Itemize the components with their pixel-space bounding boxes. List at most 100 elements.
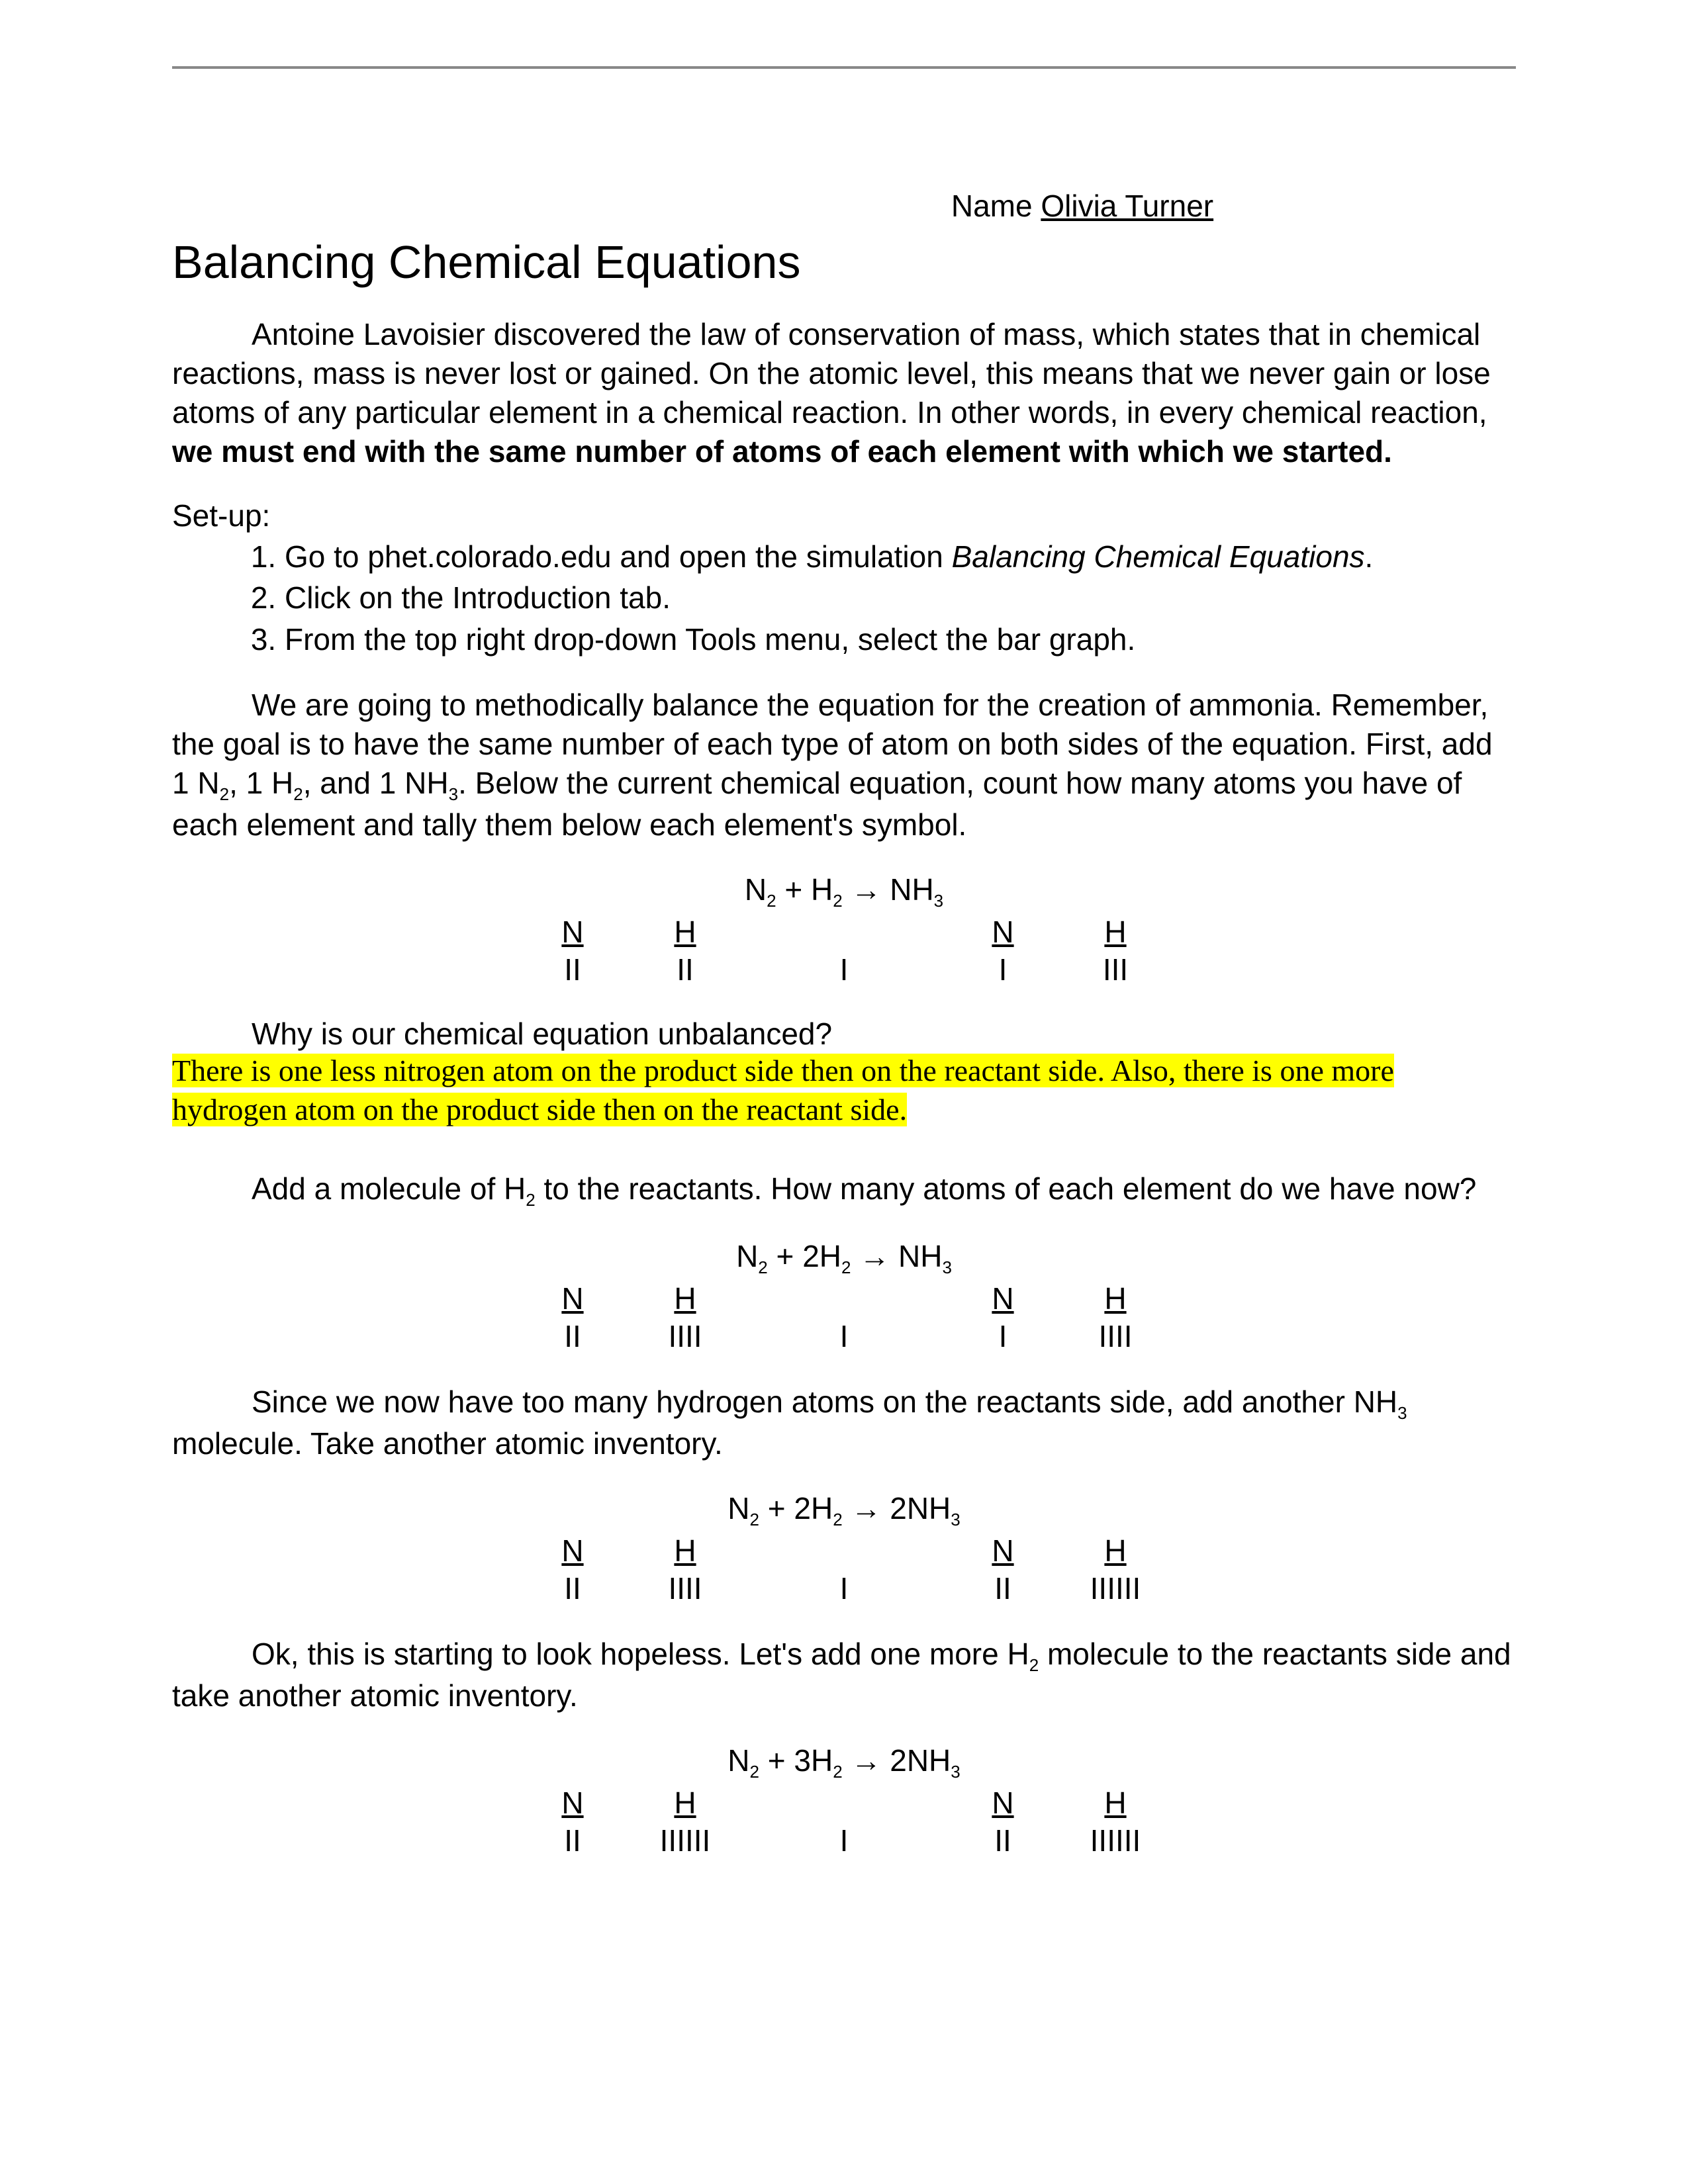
setup-label: Set-up: bbox=[172, 498, 1516, 533]
tally-block-4: N2 + 3H2 → 2NH3 N H N H II IIIIII I II I… bbox=[172, 1742, 1516, 1860]
name-line: Name Olivia Turner bbox=[649, 188, 1516, 224]
t2-hh1: H bbox=[629, 1280, 741, 1318]
p3a: Add a molecule of H bbox=[252, 1171, 526, 1206]
t2-rh: IIII bbox=[1059, 1318, 1172, 1356]
eq2-s1: 2 bbox=[758, 1257, 767, 1277]
t1-hh2: H bbox=[1059, 913, 1172, 952]
t3-hn2: N bbox=[947, 1532, 1059, 1570]
tally4-headers: N H N H bbox=[172, 1784, 1516, 1823]
p2s3: 3 bbox=[449, 784, 458, 804]
eq4-s2: 2 bbox=[833, 1762, 842, 1782]
answer-1: There is one less nitrogen atom on the p… bbox=[172, 1052, 1516, 1130]
t2-hn2: N bbox=[947, 1280, 1059, 1318]
t3-hh2: H bbox=[1059, 1532, 1172, 1570]
eq4-c: → 2NH bbox=[843, 1743, 951, 1778]
t3-mid: I bbox=[741, 1570, 947, 1608]
t4-hh2: H bbox=[1059, 1784, 1172, 1823]
eq3-a: N bbox=[727, 1491, 749, 1525]
t1-hh1: H bbox=[629, 913, 741, 952]
t1-mid: I bbox=[741, 951, 947, 989]
setup-1b: Balancing Chemical Equations bbox=[952, 539, 1365, 574]
t4-lh: IIIIII bbox=[629, 1822, 741, 1860]
para-hopeless: Ok, this is starting to look hopeless. L… bbox=[172, 1635, 1516, 1715]
setup-1c: . bbox=[1365, 539, 1374, 574]
tally-block-1: N2 + H2 → NH3 N H N H II II I I III bbox=[172, 871, 1516, 989]
t2-lh: IIII bbox=[629, 1318, 741, 1356]
eq1-n: N bbox=[745, 872, 767, 907]
t3-lh: IIII bbox=[629, 1570, 741, 1608]
intro-bold: we must end with the same number of atom… bbox=[172, 434, 1392, 469]
eq4-a: N bbox=[727, 1743, 749, 1778]
question-1: Why is our chemical equation unbalanced? bbox=[172, 1016, 1516, 1052]
eq1-s3: 3 bbox=[934, 891, 943, 911]
eq2-s2: 2 bbox=[841, 1257, 851, 1277]
answer-1-text: There is one less nitrogen atom on the p… bbox=[172, 1054, 1394, 1126]
eq1: N2 + H2 → NH3 bbox=[172, 871, 1516, 912]
t4-rn: II bbox=[947, 1822, 1059, 1860]
tally1-values: II II I I III bbox=[172, 951, 1516, 989]
eq1-s2: 2 bbox=[833, 891, 842, 911]
para-add-h2: Add a molecule of H2 to the reactants. H… bbox=[172, 1169, 1516, 1211]
t4-hh1: H bbox=[629, 1784, 741, 1823]
t1-hn1: N bbox=[516, 913, 629, 952]
tally4-values: II IIIIII I II IIIIII bbox=[172, 1822, 1516, 1860]
t2-hh2: H bbox=[1059, 1280, 1172, 1318]
t3-hh1: H bbox=[629, 1532, 741, 1570]
t4-hn1: N bbox=[516, 1784, 629, 1823]
para-add-nh3: Since we now have too many hydrogen atom… bbox=[172, 1383, 1516, 1463]
p4s: 3 bbox=[1397, 1403, 1407, 1423]
p2s1: 2 bbox=[220, 784, 229, 804]
name-value: Olivia Turner bbox=[1041, 189, 1213, 223]
tally-block-2: N2 + 2H2 → NH3 N H N H II IIII I I IIII bbox=[172, 1238, 1516, 1356]
setup-1a: Go to phet.colorado.edu and open the sim… bbox=[285, 539, 952, 574]
setup-item-1: Go to phet.colorado.edu and open the sim… bbox=[285, 537, 1516, 576]
t1-ln: II bbox=[516, 951, 629, 989]
p2s2: 2 bbox=[293, 784, 303, 804]
eq3: N2 + 2H2 → 2NH3 bbox=[172, 1490, 1516, 1531]
p4a: Since we now have too many hydrogen atom… bbox=[252, 1385, 1397, 1419]
setup-item-3: From the top right drop-down Tools menu,… bbox=[285, 620, 1516, 659]
eq2-b: + 2H bbox=[768, 1239, 841, 1273]
setup-list: Go to phet.colorado.edu and open the sim… bbox=[172, 537, 1516, 660]
t2-ln: II bbox=[516, 1318, 629, 1356]
eq2-s3: 3 bbox=[942, 1257, 951, 1277]
intro-paragraph: Antoine Lavoisier discovered the law of … bbox=[172, 315, 1516, 471]
t3-hn1: N bbox=[516, 1532, 629, 1570]
t2-rn: I bbox=[947, 1318, 1059, 1356]
t4-mid: I bbox=[741, 1822, 947, 1860]
t3-rh: IIIIII bbox=[1059, 1570, 1172, 1608]
tally2-headers: N H N H bbox=[172, 1280, 1516, 1318]
p4b: molecule. Take another atomic inventory. bbox=[172, 1426, 723, 1461]
eq3-s2: 2 bbox=[833, 1510, 842, 1529]
page-title: Balancing Chemical Equations bbox=[172, 236, 1516, 289]
eq2: N2 + 2H2 → NH3 bbox=[172, 1238, 1516, 1279]
t1-rh: III bbox=[1059, 951, 1172, 989]
t1-rn: I bbox=[947, 951, 1059, 989]
eq1-nh: → NH bbox=[843, 872, 934, 907]
p5a: Ok, this is starting to look hopeless. L… bbox=[252, 1637, 1029, 1671]
tally3-values: II IIII I II IIIIII bbox=[172, 1570, 1516, 1608]
eq2-c: → NH bbox=[851, 1239, 942, 1273]
tally1-headers: N H N H bbox=[172, 913, 1516, 952]
tally2-values: II IIII I I IIII bbox=[172, 1318, 1516, 1356]
t3-rn: II bbox=[947, 1570, 1059, 1608]
t2-hn1: N bbox=[516, 1280, 629, 1318]
intro-text: Antoine Lavoisier discovered the law of … bbox=[172, 317, 1491, 430]
t4-rh: IIIIII bbox=[1059, 1822, 1172, 1860]
p5s: 2 bbox=[1029, 1655, 1039, 1675]
tally3-headers: N H N H bbox=[172, 1532, 1516, 1570]
p3b: to the reactants. How many atoms of each… bbox=[536, 1171, 1477, 1206]
name-label: Name bbox=[951, 189, 1041, 223]
worksheet-page: Name Olivia Turner Balancing Chemical Eq… bbox=[0, 0, 1688, 2184]
eq3-s3: 3 bbox=[951, 1510, 960, 1529]
t4-ln: II bbox=[516, 1822, 629, 1860]
t2-mid: I bbox=[741, 1318, 947, 1356]
eq4-s1: 2 bbox=[750, 1762, 759, 1782]
top-rule bbox=[172, 66, 1516, 69]
p3s: 2 bbox=[526, 1190, 535, 1210]
p2b: , 1 H bbox=[229, 766, 293, 800]
eq4: N2 + 3H2 → 2NH3 bbox=[172, 1742, 1516, 1783]
eq3-c: → 2NH bbox=[843, 1491, 951, 1525]
t1-hn2: N bbox=[947, 913, 1059, 952]
para-ammonia: We are going to methodically balance the… bbox=[172, 686, 1516, 844]
